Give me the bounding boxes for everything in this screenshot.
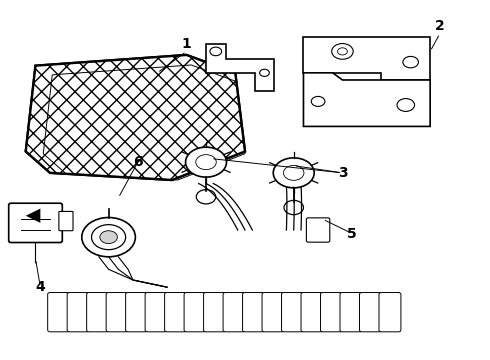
Polygon shape (26, 55, 245, 180)
FancyBboxPatch shape (203, 293, 225, 332)
FancyBboxPatch shape (67, 293, 89, 332)
FancyBboxPatch shape (340, 293, 362, 332)
Circle shape (311, 96, 325, 107)
FancyBboxPatch shape (306, 218, 330, 242)
FancyBboxPatch shape (125, 293, 147, 332)
FancyBboxPatch shape (262, 293, 284, 332)
Circle shape (82, 217, 135, 257)
Circle shape (92, 225, 125, 249)
Circle shape (196, 190, 216, 204)
FancyBboxPatch shape (106, 293, 128, 332)
FancyBboxPatch shape (59, 211, 73, 231)
FancyBboxPatch shape (223, 293, 245, 332)
Circle shape (332, 44, 353, 59)
FancyBboxPatch shape (145, 293, 167, 332)
Circle shape (100, 231, 117, 244)
Circle shape (273, 158, 314, 188)
Polygon shape (303, 73, 430, 126)
FancyBboxPatch shape (282, 293, 303, 332)
FancyBboxPatch shape (379, 293, 401, 332)
FancyBboxPatch shape (9, 203, 62, 243)
Text: 2: 2 (435, 19, 445, 33)
Polygon shape (303, 37, 430, 80)
Circle shape (403, 57, 418, 68)
Circle shape (397, 99, 415, 111)
FancyBboxPatch shape (184, 293, 206, 332)
Text: 6: 6 (133, 155, 143, 169)
Polygon shape (26, 208, 40, 223)
FancyBboxPatch shape (165, 293, 187, 332)
Circle shape (186, 147, 226, 177)
Circle shape (284, 201, 303, 215)
FancyBboxPatch shape (301, 293, 323, 332)
FancyBboxPatch shape (48, 293, 70, 332)
Polygon shape (206, 44, 274, 91)
Polygon shape (26, 55, 245, 180)
FancyBboxPatch shape (243, 293, 265, 332)
FancyBboxPatch shape (360, 293, 381, 332)
Text: 1: 1 (182, 37, 192, 51)
FancyBboxPatch shape (87, 293, 109, 332)
Text: 4: 4 (35, 280, 45, 294)
FancyBboxPatch shape (320, 293, 343, 332)
Text: 3: 3 (338, 166, 347, 180)
Text: 5: 5 (347, 226, 357, 240)
